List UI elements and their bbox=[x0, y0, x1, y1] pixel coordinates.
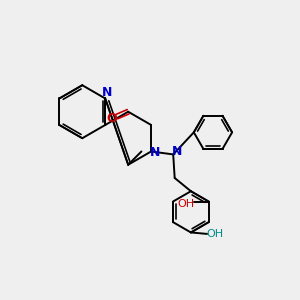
Text: N: N bbox=[150, 146, 161, 159]
Text: N: N bbox=[101, 86, 112, 99]
Text: O: O bbox=[106, 112, 117, 124]
Text: N: N bbox=[172, 145, 182, 158]
Text: OH: OH bbox=[177, 200, 194, 209]
Text: OH: OH bbox=[207, 229, 224, 239]
